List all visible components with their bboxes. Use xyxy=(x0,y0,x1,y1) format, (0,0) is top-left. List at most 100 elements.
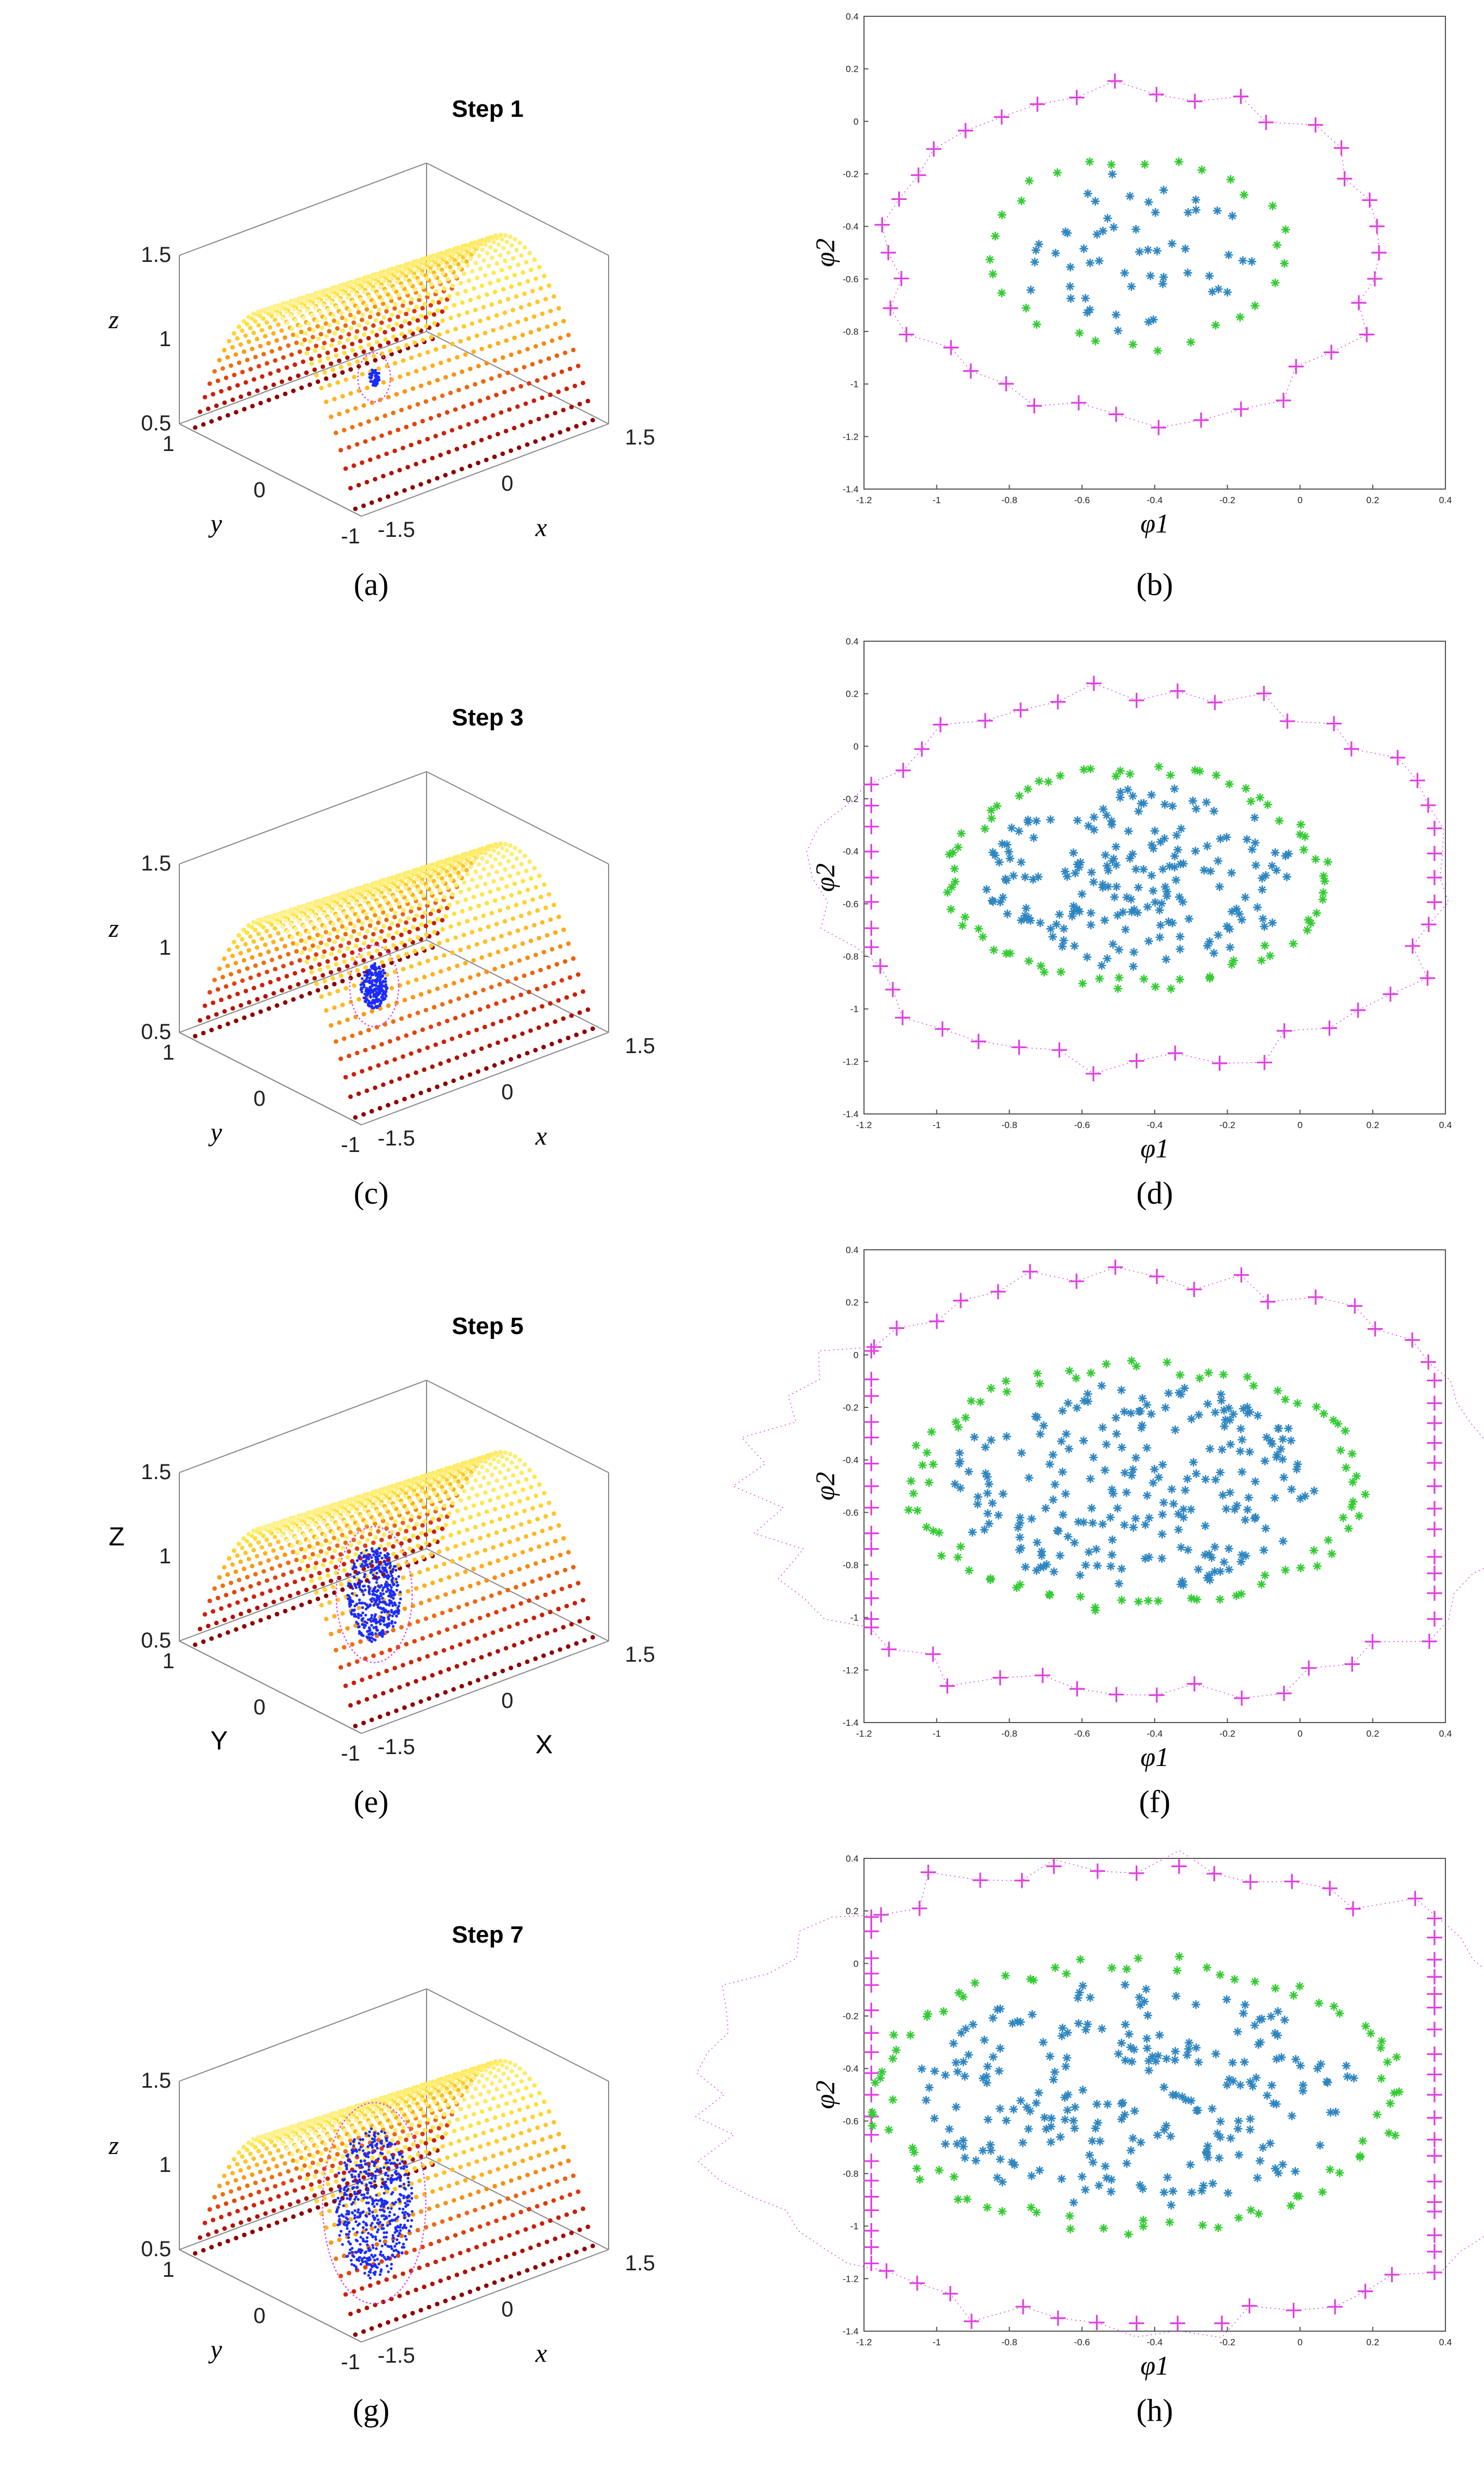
surface-point xyxy=(387,1648,392,1652)
surface-point xyxy=(431,1517,435,1521)
surface-point xyxy=(500,452,505,456)
surface-point xyxy=(487,847,491,851)
surface-point xyxy=(387,891,391,895)
region-point xyxy=(364,980,366,982)
panel-caption: (e) xyxy=(354,1784,389,1819)
y-tick-label: 0 xyxy=(253,1087,265,1111)
surface-point xyxy=(380,906,384,911)
surface-point xyxy=(406,2096,411,2101)
surface-point xyxy=(247,948,251,953)
surface-point xyxy=(456,2088,460,2092)
surface-point xyxy=(320,2120,324,2125)
surface-point xyxy=(358,422,362,427)
surface-point xyxy=(469,1619,474,1623)
surface-point xyxy=(290,935,295,940)
surface-point xyxy=(430,972,435,976)
surface-point xyxy=(320,2151,324,2156)
surface-point xyxy=(425,959,430,963)
surface-point xyxy=(239,1612,243,1616)
surface-point xyxy=(373,926,378,931)
surface-point xyxy=(300,1521,304,1526)
surface-point xyxy=(385,882,390,886)
surface-point xyxy=(343,323,348,328)
surface-point xyxy=(304,979,309,984)
surface-point xyxy=(384,452,389,456)
surface-point xyxy=(350,300,355,304)
surface-point xyxy=(386,1542,391,1546)
surface-point xyxy=(472,1504,476,1508)
surface-point xyxy=(508,323,512,327)
region-point xyxy=(377,986,379,988)
surface-point xyxy=(549,1650,554,1655)
surface-point xyxy=(412,2134,416,2139)
surface-point xyxy=(384,2277,389,2282)
surface-point xyxy=(203,395,207,399)
region-point xyxy=(381,990,384,993)
surface-point xyxy=(316,908,321,912)
surface-point xyxy=(517,281,522,286)
region-point xyxy=(390,2263,393,2265)
surface-point xyxy=(503,259,507,263)
surface-point xyxy=(290,1518,295,1522)
surface-point xyxy=(390,986,394,990)
region-point xyxy=(390,2153,393,2156)
surface-point xyxy=(354,292,358,297)
surface-point xyxy=(553,411,557,415)
surface-point xyxy=(571,956,575,961)
surface-point xyxy=(365,1088,369,1093)
surface-point xyxy=(222,2174,227,2178)
surface-point xyxy=(556,998,560,1003)
region-point xyxy=(385,1569,387,1571)
surface-point xyxy=(339,1056,343,1061)
surface-point xyxy=(556,2132,561,2136)
surface-point xyxy=(409,964,414,968)
surface-point xyxy=(251,920,255,924)
surface-point xyxy=(471,852,475,856)
surface-point xyxy=(337,1629,341,1633)
surface-point xyxy=(547,2182,551,2187)
surface-point xyxy=(333,331,337,335)
surface-point xyxy=(503,310,507,315)
surface-point xyxy=(540,920,544,924)
surface-point xyxy=(344,378,348,382)
surface-point xyxy=(556,306,561,310)
surface-point xyxy=(373,1086,377,1090)
surface-point xyxy=(316,1517,321,1521)
surface-point xyxy=(305,1525,309,1530)
surface-point xyxy=(365,916,369,920)
surface-point xyxy=(477,904,481,908)
surface-point xyxy=(447,1667,451,1671)
surface-point xyxy=(252,1594,256,1599)
surface-point xyxy=(227,2212,231,2216)
surface-point xyxy=(508,265,512,270)
surface-point xyxy=(412,1526,416,1530)
surface-point xyxy=(270,2175,274,2179)
surface-point xyxy=(460,2293,464,2297)
surface-point xyxy=(508,931,512,936)
surface-point xyxy=(471,1049,475,1054)
surface-point xyxy=(377,916,381,921)
surface-point xyxy=(340,1587,345,1592)
surface-point xyxy=(568,367,572,371)
surface-point xyxy=(259,2227,263,2231)
surface-point xyxy=(455,1473,460,1477)
surface-point xyxy=(286,1561,290,1565)
surface-point xyxy=(468,256,473,260)
surface-point xyxy=(413,2088,417,2092)
surface-point xyxy=(363,326,367,330)
surface-point xyxy=(389,270,393,274)
region-point xyxy=(372,1574,374,1576)
surface-point xyxy=(417,1048,422,1053)
surface-point xyxy=(263,1551,267,1556)
surface-point xyxy=(404,1034,409,1038)
region-point xyxy=(389,1583,391,1586)
surface-point xyxy=(373,1521,377,1526)
surface-point xyxy=(512,881,517,886)
surface-point xyxy=(484,2187,489,2191)
surface-point xyxy=(512,944,517,949)
surface-point xyxy=(459,281,463,285)
z-axis-label: Z xyxy=(109,1523,124,1551)
surface-point xyxy=(246,315,251,319)
surface-point xyxy=(219,1606,223,1611)
surface-point xyxy=(348,486,353,490)
